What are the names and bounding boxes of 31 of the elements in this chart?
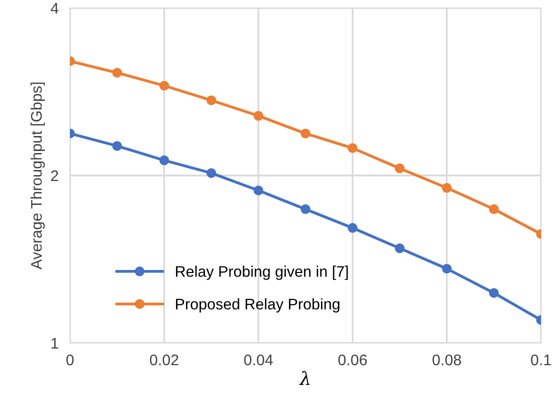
point (394, 163, 405, 174)
x-tick-label: 0.06 (338, 354, 367, 366)
y-axis-title: Average Throughput [Gbps] (30, 82, 45, 270)
point (442, 183, 452, 193)
point (489, 288, 499, 298)
point (206, 168, 216, 178)
x-tick-label: 0.08 (432, 354, 462, 366)
x-tick-label: 0.1 (530, 354, 551, 366)
point (159, 80, 170, 91)
legend-label: Proposed Relay Probing (176, 298, 340, 312)
point (254, 186, 264, 196)
y-tick-label: 1 (52, 338, 58, 349)
legend-label: Relay Probing given in [7] (176, 266, 348, 280)
point (254, 110, 264, 121)
point (442, 264, 452, 274)
x-tick-label: 0.02 (150, 354, 178, 366)
y-tick-label: 4 (50, 3, 58, 14)
x-tick-label: 0.04 (244, 354, 273, 366)
point (300, 204, 310, 214)
point (206, 95, 216, 106)
point (112, 68, 122, 78)
x-tick-label: 0 (66, 354, 74, 366)
point (159, 155, 170, 166)
point (348, 143, 358, 153)
point (112, 141, 122, 151)
point (394, 243, 405, 254)
point (348, 223, 358, 233)
y-tick-label: 2 (51, 170, 58, 182)
point (489, 204, 499, 214)
x-axis-title: λ (299, 371, 310, 385)
point (300, 128, 310, 138)
